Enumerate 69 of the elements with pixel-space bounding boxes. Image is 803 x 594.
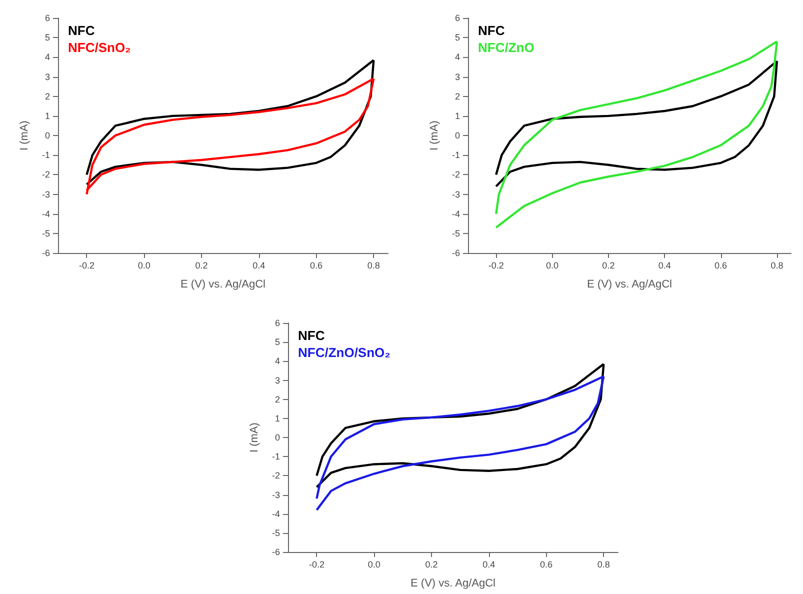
y-tick-label: 6	[44, 13, 50, 23]
y-tick-label: -6	[42, 248, 50, 258]
y-tick-label: 2	[274, 394, 280, 404]
x-axis-title: E (V) vs. Ag/AgCl	[587, 278, 672, 290]
y-tick-label: 1	[44, 110, 50, 121]
y-tick-label: 3	[454, 72, 460, 82]
y-tick-label: -5	[42, 228, 50, 238]
y-tick-label: -1	[272, 452, 280, 462]
x-tick-label: 0.0	[138, 260, 150, 270]
y-tick-label: 4	[44, 52, 50, 62]
y-tick-label: -3	[272, 490, 280, 500]
y-tick-label: -6	[272, 547, 280, 557]
text: NFC/ZnO/SnO₂	[298, 345, 391, 360]
y-tick-label: -1	[452, 150, 460, 160]
y-axis-title: I (mA)	[18, 120, 30, 150]
x-tick-label: 0.4	[482, 560, 496, 570]
y-tick-label: -4	[272, 508, 280, 519]
text: NFC/ZnO	[478, 40, 534, 55]
y-tick-label: 2	[44, 91, 50, 102]
y-tick-label: -2	[452, 170, 460, 180]
x-tick-label: -0.2	[78, 260, 94, 270]
x-tick-label: 0.4	[658, 260, 671, 270]
y-tick-label: 6	[274, 318, 280, 328]
y-tick-label: 5	[454, 32, 460, 43]
x-axis-title: E (V) vs. Ag/AgCl	[410, 578, 496, 590]
x-tick-label: -0.2	[308, 560, 324, 570]
y-tick-label: -4	[42, 208, 50, 219]
x-tick-label: 0.0	[546, 260, 559, 270]
x-tick-label: 0.4	[252, 260, 266, 270]
x-tick-label: 0.8	[367, 260, 380, 270]
x-tick-label: 0.2	[425, 560, 438, 570]
y-tick-label: 4	[274, 356, 280, 366]
text: NFC	[298, 328, 326, 343]
x-tick-label: 0.2	[602, 260, 615, 270]
y-tick-label: -1	[42, 150, 50, 160]
x-tick-label: 0.6	[310, 260, 323, 270]
y-axis-title: I (mA)	[248, 422, 260, 452]
x-tick-label: 0.2	[195, 260, 208, 270]
x-tick-label: 0.8	[597, 560, 610, 570]
y-tick-label: -2	[42, 170, 50, 180]
y-tick-label: -3	[452, 189, 460, 200]
y-tick-label: -5	[452, 228, 460, 238]
y-tick-label: -2	[272, 470, 280, 481]
y-tick-label: 0	[274, 432, 280, 442]
x-axis-title: E (V) vs. Ag/AgCl	[180, 278, 266, 290]
x-tick-label: 0.8	[770, 260, 784, 270]
text: NFC/SnO₂	[68, 40, 132, 55]
y-tick-label: -6	[452, 248, 460, 258]
y-axis-title: I (mA)	[428, 120, 440, 150]
y-tick-label: -4	[452, 208, 460, 219]
y-tick-label: 1	[274, 413, 280, 424]
y-tick-label: 6	[454, 13, 460, 23]
y-tick-label: 4	[454, 52, 460, 62]
y-tick-label: -3	[42, 189, 50, 200]
y-tick-label: 0	[454, 130, 460, 140]
x-tick-label: -0.2	[488, 260, 504, 270]
text: NFC	[478, 23, 506, 38]
y-tick-label: 2	[454, 91, 460, 102]
y-tick-label: 1	[454, 110, 460, 121]
x-tick-label: 0.6	[714, 260, 728, 270]
y-tick-label: 5	[274, 337, 280, 348]
y-tick-label: 0	[44, 130, 50, 140]
x-tick-label: 0.6	[540, 560, 553, 570]
y-tick-label: 5	[44, 32, 50, 43]
y-tick-label: 3	[44, 72, 50, 82]
y-tick-label: 3	[274, 375, 280, 386]
x-tick-label: 0.0	[368, 560, 380, 570]
y-tick-label: -5	[272, 528, 280, 538]
text: NFC	[68, 23, 96, 38]
